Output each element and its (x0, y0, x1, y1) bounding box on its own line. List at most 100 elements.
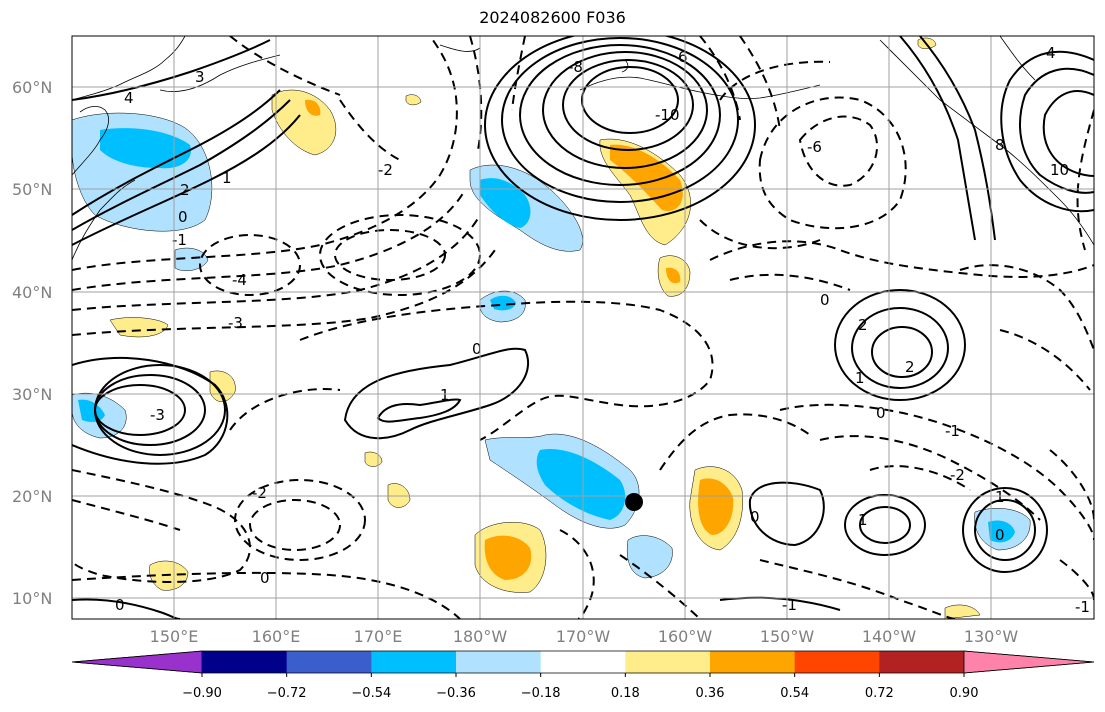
lon-label: 160°W (658, 627, 713, 646)
contour-label: 0 (472, 340, 482, 358)
chart-title: 2024082600 F036 (479, 8, 626, 27)
lat-label: 30°N (12, 385, 52, 404)
contour-label: -2 (378, 161, 393, 179)
latitude-labels: 60°N 50°N 40°N 30°N 20°N 10°N (12, 78, 52, 608)
contour-label: -1 (1075, 598, 1090, 616)
lat-label: 20°N (12, 487, 52, 506)
negative-anomaly-region (480, 178, 531, 228)
positive-anomaly-region (405, 94, 422, 106)
contour-label: 0 (260, 569, 270, 587)
coastlines (72, 36, 1094, 261)
colorbar-tick-label: −0.90 (182, 686, 222, 701)
storm-center-marker (625, 493, 643, 511)
colorbar-extend-low (71, 650, 203, 674)
contour-label: -8 (568, 58, 583, 76)
colorbar-segment (794, 651, 880, 673)
contour-label: 10 (1050, 161, 1069, 179)
contour-label: 2 (180, 181, 190, 199)
contour-label: 1 (995, 488, 1005, 506)
colorbar-tick-label: 0.54 (780, 686, 809, 701)
contour-label: -1 (172, 231, 187, 249)
contour-label: -4 (232, 271, 247, 289)
lat-label: 50°N (12, 180, 52, 199)
negative-anomaly-region (100, 128, 191, 169)
lon-label: 170°W (556, 627, 611, 646)
negative-anomaly-region (988, 520, 1015, 543)
lat-label: 40°N (12, 283, 52, 302)
colorbar-segment (710, 651, 796, 673)
contour-label: 2 (858, 316, 868, 334)
positive-anomaly-region (364, 451, 383, 467)
plot-frame (71, 35, 1095, 620)
lon-label: 130°W (964, 627, 1019, 646)
contour-label: -3 (150, 406, 165, 424)
colorbar-tick-labels: −0.90 −0.72 −0.54 −0.36 −0.18 0.18 0.36 0.54 0.7… (182, 673, 978, 701)
contour-label: -10 (655, 106, 680, 124)
colorbar-segment (286, 651, 372, 673)
contour-label: 1 (440, 386, 450, 404)
contour-label: 0 (995, 526, 1005, 544)
colorbar-tick-label: 0.72 (865, 686, 894, 701)
lon-label: 160°E (252, 627, 301, 646)
contour-label: 8 (995, 136, 1005, 154)
colorbar-extend-high (963, 650, 1095, 674)
contour-label: 1 (222, 169, 232, 187)
positive-anomaly-region (109, 317, 169, 338)
contour-label: 6 (678, 48, 688, 66)
contour-label: 2 (905, 358, 915, 376)
contour-label: 1 (855, 369, 865, 387)
negative-anomaly-region (627, 535, 673, 579)
contour-label: 1 (858, 511, 868, 529)
colorbar-segment (371, 651, 457, 673)
contour-label: -1 (782, 596, 797, 614)
colorbar-tick-label: −0.54 (351, 686, 391, 701)
colorbar (71, 650, 1095, 674)
positive-anomaly-region (666, 267, 681, 284)
negative-anomaly-region (78, 399, 105, 423)
positive-anomaly-region (944, 604, 981, 619)
contour-label: -6 (807, 138, 822, 156)
lon-label: 180°W (453, 627, 508, 646)
colorbar-segment (879, 651, 965, 673)
contour-label: 0 (750, 508, 760, 526)
contour-label: 0 (820, 291, 830, 309)
contour-label: 4 (1046, 44, 1056, 62)
positive-anomaly-region (305, 99, 321, 116)
lat-label: 60°N (12, 78, 52, 97)
contour-label: 0 (115, 596, 125, 614)
lon-label: 150°E (150, 627, 199, 646)
colorbar-segment (540, 651, 626, 673)
colorbar-segment (456, 651, 542, 673)
contour-label: 0 (178, 208, 188, 226)
contour-label: 3 (195, 68, 205, 86)
positive-anomaly-region (698, 478, 734, 535)
contour-label: -3 (228, 314, 243, 332)
contour-labels: 4 3 2 1 0 -1 -2 -3 -4 -6 -8 -10 10 8 6 4… (115, 44, 1090, 616)
positive-anomaly-region (387, 483, 411, 508)
lon-label: 150°W (760, 627, 815, 646)
contour-label: 0 (876, 404, 886, 422)
colorbar-tick-label: 0.18 (611, 686, 640, 701)
lon-label: 170°E (354, 627, 403, 646)
negative-anomaly-region (490, 295, 516, 311)
contour-label: 4 (124, 89, 134, 107)
colorbar-segment (625, 651, 711, 673)
shading-layer (72, 37, 1031, 619)
colorbar-tick-label: 0.90 (950, 686, 979, 701)
colorbar-segment (202, 651, 288, 673)
longitude-labels: 150°E 160°E 170°E 180°W 170°W 160°W 150°… (150, 627, 1019, 646)
colorbar-tick-label: −0.72 (267, 686, 307, 701)
dashed-contours (72, 36, 1094, 619)
negative-anomaly-region (536, 449, 626, 520)
lon-label: 140°W (862, 627, 917, 646)
gridlines (72, 36, 1094, 619)
positive-anomaly-region (610, 144, 683, 211)
solid-contours (72, 36, 1094, 619)
colorbar-tick-label: −0.18 (521, 686, 561, 701)
contour-label: -2 (252, 484, 267, 502)
positive-anomaly-region (484, 535, 532, 580)
contour-label: -2 (950, 466, 965, 484)
contour-label: -1 (945, 422, 960, 440)
colorbar-tick-label: −0.36 (436, 686, 476, 701)
lat-label: 10°N (12, 589, 52, 608)
